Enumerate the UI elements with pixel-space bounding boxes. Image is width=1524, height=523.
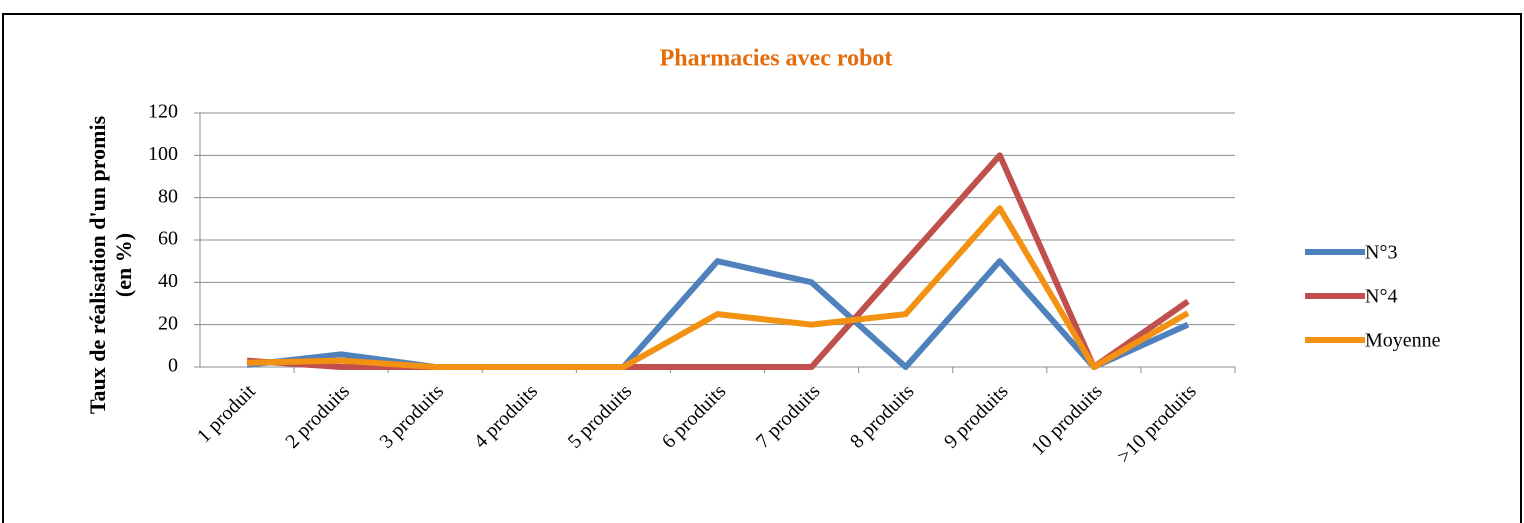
x-tick-label: 4 produits bbox=[470, 380, 543, 453]
y-axis-title: Taux de réalisation d'un promis (en %) bbox=[85, 115, 136, 414]
y-tick-label: 100 bbox=[148, 143, 178, 165]
y-tick-label: 80 bbox=[158, 185, 178, 207]
x-tick-label: 1 produit bbox=[193, 380, 260, 447]
y-tick-label: 0 bbox=[168, 355, 178, 377]
y-tick-label: 60 bbox=[158, 228, 178, 250]
legend-label: Moyenne bbox=[1365, 330, 1441, 352]
x-tick-label: 8 produits bbox=[846, 380, 919, 453]
y-tick-label: 40 bbox=[158, 270, 178, 292]
y-tick-label: 20 bbox=[158, 312, 178, 334]
y-tick-label: 120 bbox=[148, 101, 178, 123]
x-tick-label: 5 produits bbox=[564, 380, 637, 453]
legend-label: N°3 bbox=[1365, 242, 1397, 264]
x-tick-label: 3 produits bbox=[375, 380, 448, 453]
x-tick-label: 9 produits bbox=[940, 380, 1013, 453]
x-tick-label: 2 produits bbox=[281, 380, 354, 453]
x-tick-label: 6 produits bbox=[658, 380, 731, 453]
y-axis-title-line: (en %) bbox=[111, 233, 136, 297]
x-tick-label: >10 produits bbox=[1113, 380, 1201, 468]
y-axis-title-line: Taux de réalisation d'un promis bbox=[85, 115, 110, 414]
x-tick-label: 10 produits bbox=[1027, 380, 1107, 460]
chart-title: Pharmacies avec robot bbox=[660, 46, 893, 72]
legend-label: N°4 bbox=[1365, 286, 1397, 308]
series-line bbox=[246, 205, 1190, 370]
frame bbox=[2, 13, 1522, 523]
x-tick-label: 7 produits bbox=[752, 380, 825, 453]
